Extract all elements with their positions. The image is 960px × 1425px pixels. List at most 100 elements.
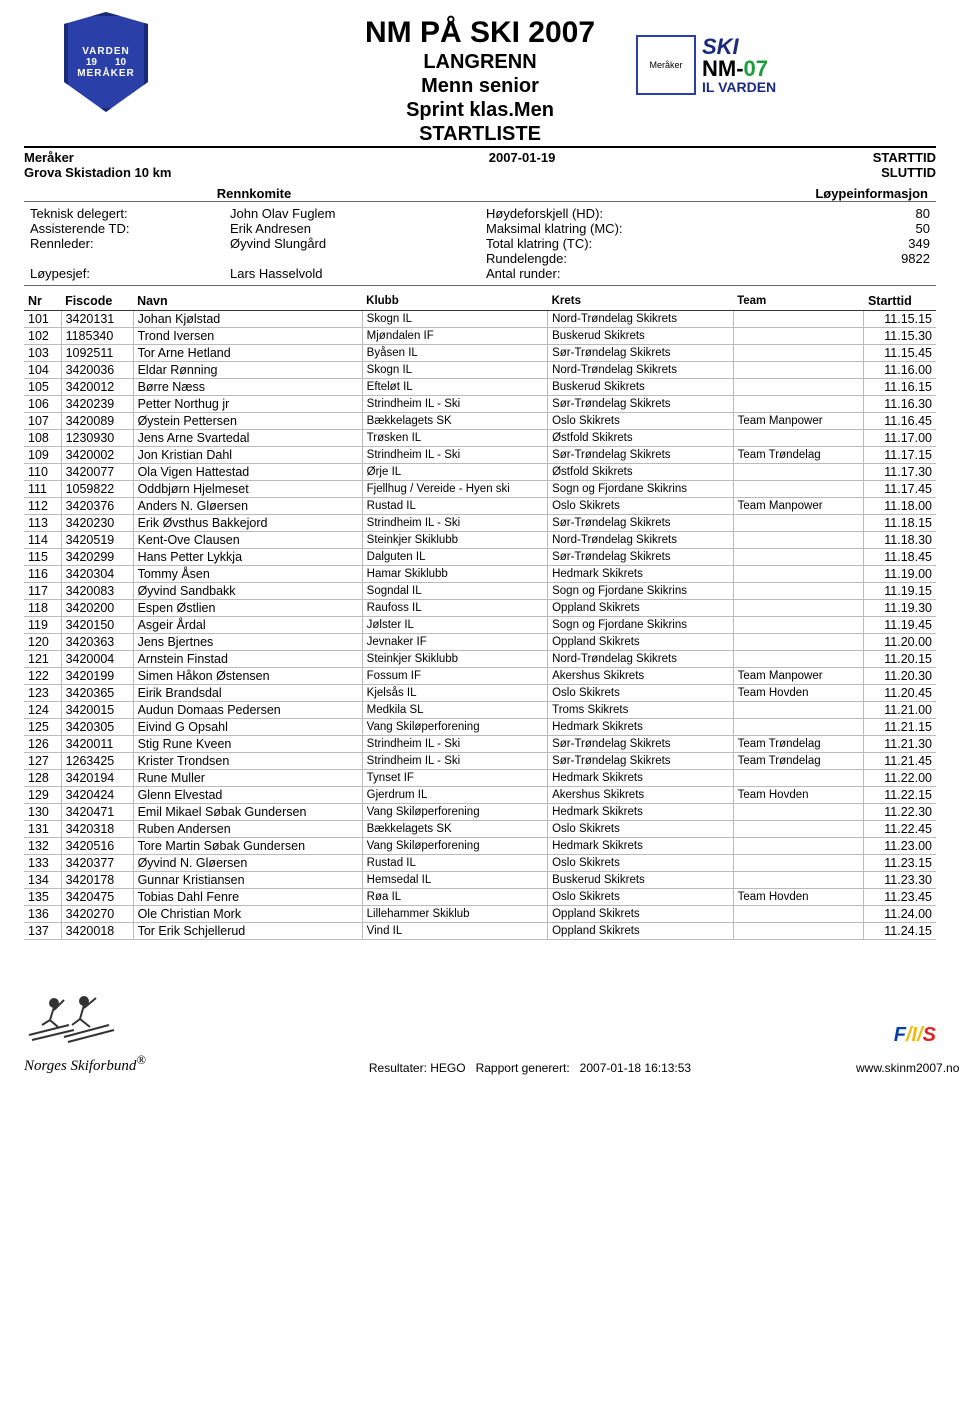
cell: 124	[24, 702, 61, 719]
cell	[733, 804, 864, 821]
cell: Oslo Skikrets	[548, 855, 733, 872]
cell: 11.21.15	[864, 719, 936, 736]
loypesjef-label: Løypesjef:	[30, 266, 218, 281]
cell: Krister Trondsen	[133, 753, 362, 770]
cell: Strindheim IL - Ski	[362, 515, 547, 532]
cell: Sogndal IL	[362, 583, 547, 600]
cell: Sør-Trøndelag Skikrets	[548, 736, 733, 753]
cell: Sør-Trøndelag Skikrets	[548, 345, 733, 362]
cell: 3420012	[61, 379, 133, 396]
cell: 11.22.00	[864, 770, 936, 787]
cell: 3420131	[61, 311, 133, 328]
cell: Hans Petter Lykkja	[133, 549, 362, 566]
cell: 105	[24, 379, 61, 396]
cell: 11.19.15	[864, 583, 936, 600]
cell	[733, 872, 864, 889]
teknisk-label: Teknisk delegert:	[30, 206, 218, 221]
rennkomite-heading: Rennkomite	[24, 186, 484, 201]
cell: Anders N. Gløersen	[133, 498, 362, 515]
cell: Team Manpower	[733, 498, 864, 515]
table-row: 1363420270Ole Christian MorkLillehammer …	[24, 906, 936, 923]
fis-logo: F/I/S	[856, 1024, 936, 1047]
runde-label: Rundelengde:	[486, 251, 834, 266]
shield-text-bottom: MERÅKER	[77, 68, 135, 79]
cell: 132	[24, 838, 61, 855]
cell	[733, 923, 864, 940]
cell: Mjøndalen IF	[362, 328, 547, 345]
starttid-label: STARTTID	[873, 150, 936, 165]
cell: 108	[24, 430, 61, 447]
cell: Tynset IF	[362, 770, 547, 787]
table-row: 1133420230Erik Øvsthus BakkejordStrindhe…	[24, 515, 936, 532]
cell: 3420304	[61, 566, 133, 583]
cell: Fossum IF	[362, 668, 547, 685]
cell: Vang Skiløperforening	[362, 804, 547, 821]
cell: 11.20.45	[864, 685, 936, 702]
cell: Hedmark Skikrets	[548, 719, 733, 736]
table-row: 1243420015Audun Domaas PedersenMedkila S…	[24, 702, 936, 719]
cell	[733, 651, 864, 668]
cell: 103	[24, 345, 61, 362]
table-row: 1153420299Hans Petter LykkjaDalguten ILS…	[24, 549, 936, 566]
cell: Fjellhug / Vereide - Hyen ski	[362, 481, 547, 498]
cell: 3420199	[61, 668, 133, 685]
assist-value: Erik Andresen	[230, 221, 474, 236]
cell	[733, 396, 864, 413]
cell: 11.16.00	[864, 362, 936, 379]
cell: 137	[24, 923, 61, 940]
nsf-text: Norges Skiforbund®	[24, 1053, 204, 1075]
cell: 1185340	[61, 328, 133, 345]
table-row: 1313420318Ruben AndersenBækkelagets SKOs…	[24, 821, 936, 838]
event-logo: Meråker SKI NM-07 IL VARDEN	[636, 20, 896, 110]
cell: Petter Northug jr	[133, 396, 362, 413]
footer-generated: Resultater: HEGO Rapport generert: 2007-…	[204, 1061, 856, 1075]
cell: Raufoss IL	[362, 600, 547, 617]
table-row: 1293420424Glenn ElvestadGjerdrum ILAkers…	[24, 787, 936, 804]
cell: 125	[24, 719, 61, 736]
cell: 3420471	[61, 804, 133, 821]
cell	[733, 328, 864, 345]
cell: Ørje IL	[362, 464, 547, 481]
col-navn: Navn	[133, 292, 362, 311]
skier-icon	[24, 980, 144, 1050]
cell: Ole Christian Mork	[133, 906, 362, 923]
cell: 3420270	[61, 906, 133, 923]
cell: Buskerud Skikrets	[548, 872, 733, 889]
col-nr: Nr	[24, 292, 61, 311]
cell: 3420475	[61, 889, 133, 906]
cell: Vind IL	[362, 923, 547, 940]
table-row: 1333420377Øyvind N. GløersenRustad ILOsl…	[24, 855, 936, 872]
table-row: 1183420200Espen ØstlienRaufoss ILOppland…	[24, 600, 936, 617]
cell: 104	[24, 362, 61, 379]
cell: 11.17.30	[864, 464, 936, 481]
cell: Jevnaker IF	[362, 634, 547, 651]
cell	[733, 532, 864, 549]
cell: 123	[24, 685, 61, 702]
cell: 3420150	[61, 617, 133, 634]
cell: Team Trøndelag	[733, 736, 864, 753]
cell: 118	[24, 600, 61, 617]
event-date: 2007-01-19	[171, 150, 872, 165]
cell: Buskerud Skikrets	[548, 379, 733, 396]
rennleder-label: Rennleder:	[30, 236, 218, 251]
cell: Jølster IL	[362, 617, 547, 634]
cell: 109	[24, 447, 61, 464]
cell: 111	[24, 481, 61, 498]
cell	[733, 906, 864, 923]
cell	[733, 821, 864, 838]
shield-year-left: 19	[86, 57, 97, 68]
cell: 1092511	[61, 345, 133, 362]
cell: 101	[24, 311, 61, 328]
cell: Troms Skikrets	[548, 702, 733, 719]
cell: Dalguten IL	[362, 549, 547, 566]
cell: Nord-Trøndelag Skikrets	[548, 311, 733, 328]
cell: 11.16.15	[864, 379, 936, 396]
cell: Arnstein Finstad	[133, 651, 362, 668]
cell: 3420194	[61, 770, 133, 787]
cell: Sør-Trøndelag Skikrets	[548, 447, 733, 464]
cell: Team Trøndelag	[733, 753, 864, 770]
cell	[733, 838, 864, 855]
cell: Nord-Trøndelag Skikrets	[548, 651, 733, 668]
cell: Sogn og Fjordane Skikrins	[548, 583, 733, 600]
cell: Efteløt IL	[362, 379, 547, 396]
